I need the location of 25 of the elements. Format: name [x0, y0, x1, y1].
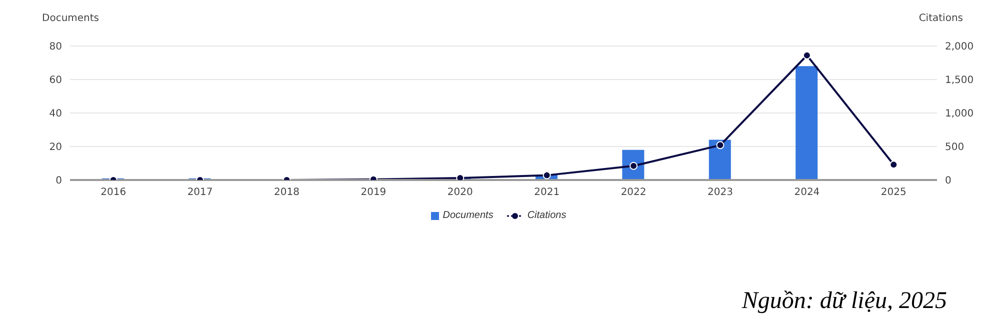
- y2-tick-label: 1,500: [945, 75, 974, 86]
- y-tick-label: 80: [49, 42, 62, 53]
- text: Nguồn: dữ liệu, 2025: [742, 288, 947, 315]
- x-tick-label: 2017: [187, 187, 213, 198]
- x-tick-label: 2021: [534, 187, 560, 198]
- x-tick-label: 2020: [447, 187, 473, 198]
- legend-label: Citations: [527, 210, 566, 221]
- x-tick-label: 2018: [274, 187, 300, 198]
- y2-tick-label: 2,000: [945, 42, 974, 53]
- y-tick-label: 0: [56, 176, 62, 187]
- x-tick-label: 2023: [708, 187, 733, 198]
- y2-tick-label: 500: [945, 142, 964, 154]
- legend-label: Documents: [442, 210, 494, 221]
- x-tick-label: 2019: [360, 187, 386, 198]
- y2-axis-title: Citations: [918, 13, 963, 24]
- y2-tick-label: 1,000: [945, 108, 974, 120]
- x-tick-label: 2016: [100, 187, 126, 198]
- y2-tick-label: 0: [945, 176, 952, 187]
- x-tick-label: 2022: [620, 187, 646, 198]
- x-tick-label: 2025: [880, 187, 906, 198]
- y-tick-label: 40: [49, 108, 62, 120]
- y-tick-label: 60: [49, 75, 62, 86]
- y-axis-title: Documents: [42, 13, 100, 24]
- x-tick-label: 2024: [794, 187, 820, 198]
- y-tick-label: 20: [49, 142, 62, 154]
